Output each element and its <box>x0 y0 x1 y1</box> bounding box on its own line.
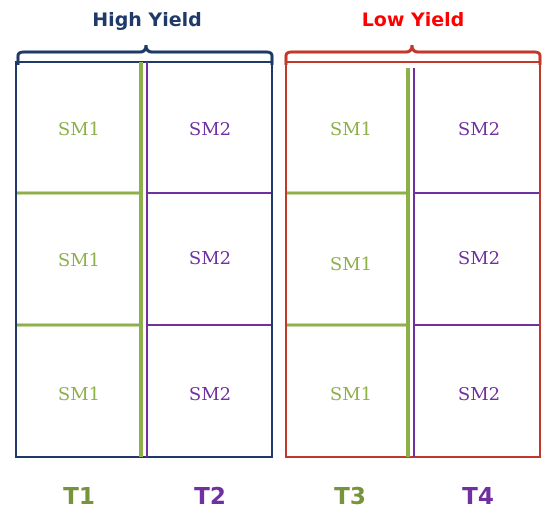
high-yield-plot-frame <box>15 61 273 458</box>
low-yield-brace <box>284 44 542 65</box>
t2-cell-1-label: SM2 <box>189 119 231 140</box>
t1-cell-2-label: SM1 <box>58 250 100 271</box>
t4-cell-3-label: SM2 <box>458 384 500 405</box>
t4-cell-1-label: SM2 <box>458 119 500 140</box>
t4-cell-2-label: SM2 <box>458 248 500 269</box>
high-yield-group: High Yield SM1 SM1 SM1 SM2 SM2 SM2 <box>15 9 274 458</box>
t1-cell-3-label: SM1 <box>58 384 100 405</box>
low-yield-group: Low Yield SM1 SM1 SM1 SM2 SM2 SM2 <box>284 9 542 458</box>
column-label-t1: T1 <box>63 484 95 510</box>
t3-cell-3-label: SM1 <box>330 384 372 405</box>
column-label-t2: T2 <box>194 484 226 510</box>
column-label-t4: T4 <box>462 484 494 510</box>
t2-cell-2-label: SM2 <box>189 248 231 269</box>
low-yield-title: Low Yield <box>362 9 465 31</box>
high-yield-brace <box>16 44 274 65</box>
t2-cell-3-label: SM2 <box>189 384 231 405</box>
t3-cell-1-label: SM1 <box>330 119 372 140</box>
t1-cell-1-label: SM1 <box>58 119 100 140</box>
high-yield-title: High Yield <box>92 9 201 31</box>
column-label-t3: T3 <box>334 484 366 510</box>
t3-cell-2-label: SM1 <box>330 254 372 275</box>
